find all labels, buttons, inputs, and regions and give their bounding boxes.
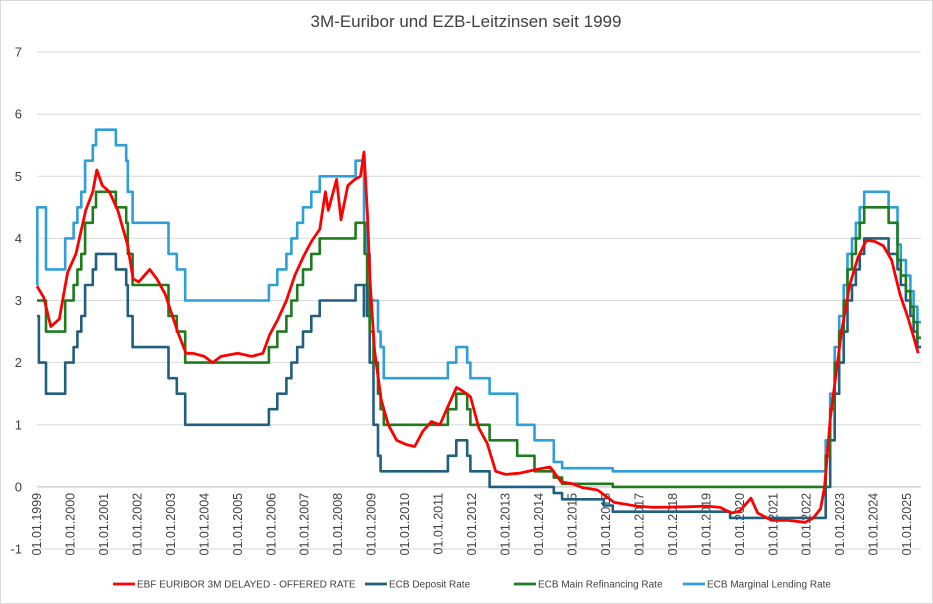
x-tick-label: 01.01.2001 — [97, 493, 111, 556]
x-tick-label: 01.01.2013 — [499, 493, 513, 556]
x-tick-label: 01.01.2009 — [365, 493, 379, 556]
legend-label: ECB Marginal Lending Rate — [707, 580, 831, 591]
x-tick-label: 01.01.2008 — [331, 493, 345, 556]
y-tick-label: 5 — [15, 169, 22, 184]
chart-title: 3M-Euribor und EZB-Leitzinsen seit 1999 — [311, 12, 622, 31]
x-tick-label: 01.01.2005 — [231, 493, 245, 556]
legend-label: EBF EURIBOR 3M DELAYED - OFFERED RATE — [137, 580, 356, 591]
x-tick-label: 01.01.2002 — [130, 493, 144, 556]
legend-label: ECB Deposit Rate — [389, 580, 471, 591]
y-tick-label: 7 — [15, 45, 22, 60]
x-tick-label: 01.01.2014 — [532, 493, 546, 556]
x-tick-label: 01.01.2016 — [599, 493, 613, 556]
y-tick-label: 1 — [15, 417, 22, 432]
x-tick-label: 01.01.2022 — [800, 493, 814, 556]
y-axis: -1 0 1 2 3 4 5 6 7 — [10, 45, 22, 557]
x-tick-label: 01.01.2023 — [833, 493, 847, 556]
y-tick-label: 0 — [15, 479, 22, 494]
x-tick-label: 01.01.2006 — [264, 493, 278, 556]
series-line-ecb-deposit-rate — [37, 237, 921, 520]
x-tick-label: 01.01.2019 — [699, 493, 713, 556]
x-tick-label: 01.01.2011 — [432, 493, 446, 555]
x-tick-label: 01.01.1999 — [30, 493, 44, 556]
x-tick-label: 01.01.2010 — [398, 493, 412, 556]
x-tick-label: 01.01.2015 — [565, 493, 579, 556]
x-tick-label: 01.01.2012 — [465, 493, 479, 556]
x-tick-label: 01.01.2025 — [900, 493, 914, 556]
x-tick-label: 01.01.2017 — [632, 493, 646, 556]
y-tick-label: -1 — [10, 542, 22, 557]
series-line-ecb-marginal-lending-rate — [36, 128, 921, 473]
x-tick-label: 01.01.2000 — [63, 493, 77, 556]
x-tick-label: 01.01.2007 — [298, 493, 312, 556]
y-tick-label: 3 — [15, 293, 22, 308]
x-tick-label: 01.01.2018 — [666, 493, 680, 556]
y-tick-label: 6 — [15, 107, 22, 122]
x-tick-label: 01.01.2021 — [766, 493, 780, 556]
x-tick-label: 01.01.2004 — [197, 493, 211, 556]
x-tick-label: 01.01.2020 — [733, 493, 747, 556]
legend: EBF EURIBOR 3M DELAYED - OFFERED RATE ECB… — [113, 580, 831, 591]
x-tick-label: 01.01.2024 — [867, 493, 881, 556]
x-tick-label: 01.01.2003 — [164, 493, 178, 556]
series-line-ebf-euribor-3m-delayed-offered-rate — [35, 150, 920, 524]
y-tick-label: 4 — [15, 231, 22, 246]
legend-label: ECB Main Refinancing Rate — [538, 580, 663, 591]
series-layer — [35, 128, 921, 524]
y-tick-label: 2 — [15, 355, 22, 370]
